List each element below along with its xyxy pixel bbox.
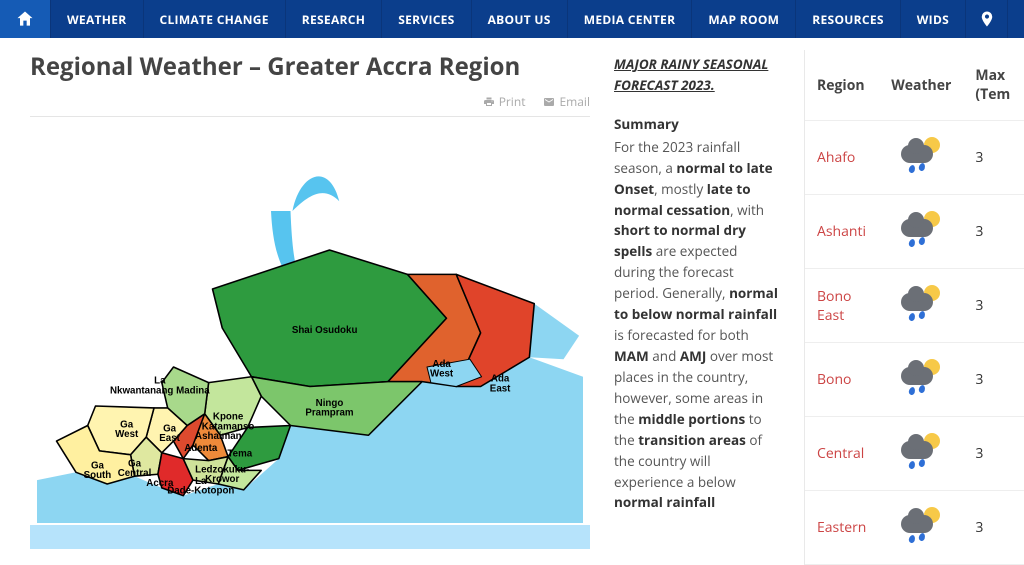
forecast-bold: AMJ [680,347,707,365]
table-header-row: RegionWeatherMax (Tem [805,50,1024,121]
cell-weather [879,195,963,269]
home-icon [15,9,35,29]
map-pin-icon [978,10,996,28]
weather-icon [899,137,943,173]
region-map: Shai OsudokuAdaWestAdaEastNingoPrampramK… [30,133,590,523]
cell-region: Central [805,417,879,491]
cell-region: Bono [805,343,879,417]
cell-max: 3 [963,269,1024,343]
weather-icon [899,359,943,395]
nav-spacer [1008,0,1024,38]
weather-icon [899,211,943,247]
table-row[interactable]: Central 3 [805,417,1024,491]
cell-weather [879,491,963,565]
cell-max: 3 [963,121,1024,195]
forecast-bold: transition areas [638,431,746,449]
cell-max: 3 [963,195,1024,269]
district-label: Tema [227,449,252,460]
cell-region: Ahafo [805,121,879,195]
cell-region: Ashanti [805,195,879,269]
nav-item-research[interactable]: RESEARCH [286,0,382,38]
cell-region: Eastern [805,491,879,565]
district-label: Adenta [184,443,218,454]
district-label: Ashaiman [195,431,242,442]
table-row[interactable]: Bono East 3 [805,269,1024,343]
map-footer-bar [30,525,590,549]
cell-max: 3 [963,491,1024,565]
table-row[interactable]: Eastern 3 [805,491,1024,565]
nav-item-weather[interactable]: WEATHER [51,0,143,38]
table-body: Ahafo3Ashanti3Bono East3Bono3Central3Eas… [805,121,1024,565]
district-label: Shai Osudoku [292,325,358,336]
district-label: AdaEast [490,374,511,395]
col-0: Region [805,50,879,121]
forecast-column: MAJOR RAINY SEASONAL FORECAST 2023. Summ… [614,50,780,565]
nav-item-climate-change[interactable]: CLIMATE CHANGE [144,0,286,38]
regions-table-wrap: RegionWeatherMax (Tem Ahafo3Ashanti3Bono… [804,50,1024,565]
cell-weather [879,121,963,195]
nav-item-wids[interactable]: WIDS [901,0,966,38]
table-row[interactable]: Ashanti 3 [805,195,1024,269]
nav-item-about-us[interactable]: ABOUT US [472,0,568,38]
cell-max: 3 [963,417,1024,491]
forecast-bold: middle portions [638,410,745,428]
cell-region: Bono East [805,269,879,343]
table-row[interactable]: Ahafo 3 [805,121,1024,195]
cell-max: 3 [963,343,1024,417]
nav-item-services[interactable]: SERVICES [382,0,471,38]
col-2: Max (Tem [963,50,1024,121]
cell-weather [879,269,963,343]
weather-icon [899,433,943,469]
print-label: Print [499,93,526,110]
col-1: Weather [879,50,963,121]
article-actions: Print Email [30,93,590,117]
table-row[interactable]: Bono 3 [805,343,1024,417]
print-icon [483,96,495,108]
forecast-bold: MAM [614,347,649,365]
page-title: Regional Weather – Greater Accra Region [30,50,590,83]
forecast-bold: short to normal dry spells [614,221,746,260]
nav-item-media-center[interactable]: MEDIA CENTER [568,0,693,38]
nav-location[interactable] [966,0,1008,38]
weather-icon [899,285,943,321]
forecast-summary-label: Summary [614,114,780,135]
nav-item-resources[interactable]: RESOURCES [796,0,900,38]
email-icon [543,96,555,108]
regions-table: RegionWeatherMax (Tem Ahafo3Ashanti3Bono… [805,50,1024,565]
weather-icon [899,507,943,543]
forecast-body: For the 2023 rainfall season, a normal t… [614,137,780,514]
forecast-bold: normal rainfall [614,493,715,511]
nav-item-map-room[interactable]: MAP ROOM [692,0,796,38]
cell-weather [879,343,963,417]
forecast-heading: MAJOR RAINY SEASONAL FORECAST 2023. [614,54,780,96]
top-nav: WEATHERCLIMATE CHANGERESEARCHSERVICESABO… [0,0,1024,38]
cell-weather [879,417,963,491]
print-button[interactable]: Print [483,93,526,110]
main-column: Regional Weather – Greater Accra Region … [30,50,590,565]
district-label: AdaWest [430,359,454,380]
email-button[interactable]: Email [543,93,590,110]
map-svg: Shai OsudokuAdaWestAdaEastNingoPrampramK… [30,133,590,523]
nav-home[interactable] [0,0,51,38]
forecast-bold: normal to below normal rainfall [614,284,778,323]
email-label: Email [559,93,590,110]
